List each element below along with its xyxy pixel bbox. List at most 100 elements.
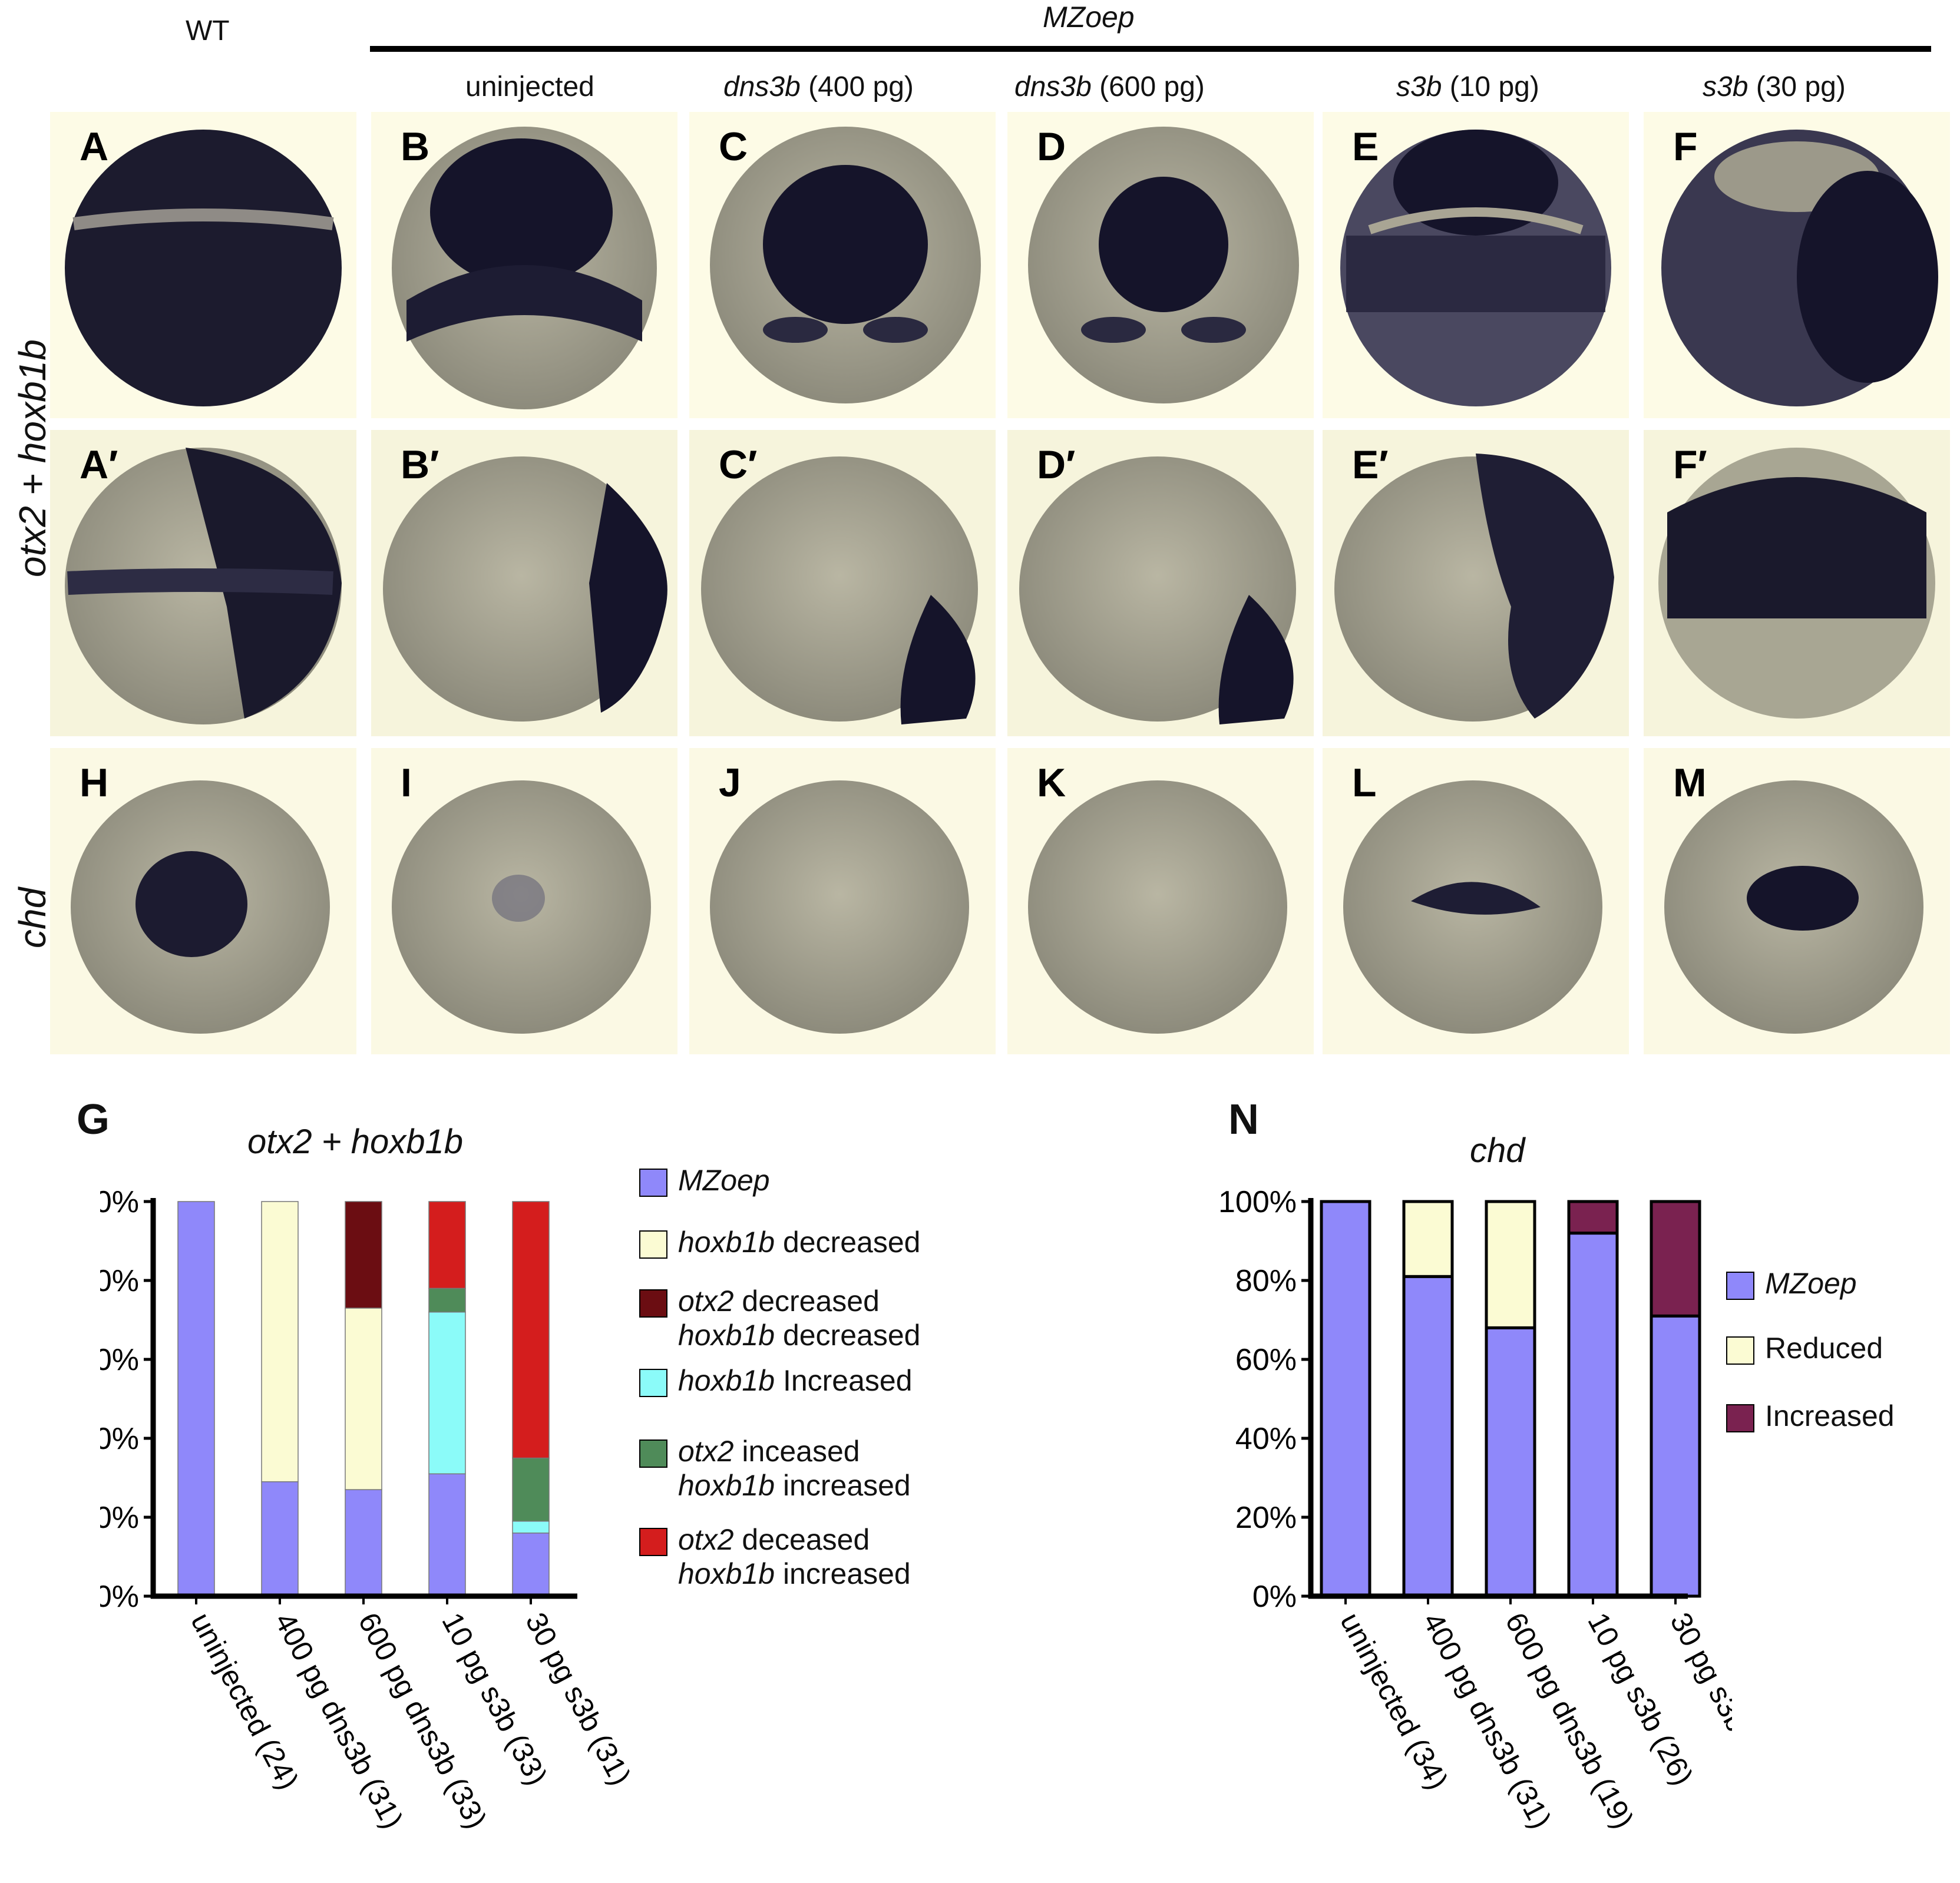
embryo-panel-row1-5: E <box>1323 112 1629 418</box>
embryo-image <box>1028 127 1299 403</box>
y-tick-label: 40% <box>100 1422 139 1456</box>
bar-segment <box>1320 1200 1371 1598</box>
bar-segment <box>345 1201 382 1309</box>
legend-label: Reduced <box>1765 1332 1883 1365</box>
panel-letter: I <box>401 760 412 805</box>
bar-segment <box>1485 1326 1536 1598</box>
bar-segment <box>428 1201 466 1289</box>
condition-header-5: s3b (30 pg) <box>1703 71 1846 102</box>
condition-header-3: dns3b (600 pg) <box>1014 71 1205 102</box>
panel-letter: L <box>1352 760 1377 805</box>
y-tick-label: 80% <box>100 1264 139 1298</box>
legend-item: hoxb1b Increased <box>639 1364 913 1398</box>
y-tick-label: 0% <box>1252 1580 1297 1614</box>
legend-swatch <box>639 1230 667 1259</box>
bar-segment <box>261 1481 299 1597</box>
legend-swatch <box>639 1289 667 1318</box>
embryo-image <box>1664 780 1923 1034</box>
panel-letter: B′ <box>401 442 439 487</box>
panel-letter: F′ <box>1673 442 1707 487</box>
embryo-image <box>1343 780 1602 1034</box>
bar-segment <box>428 1311 466 1475</box>
legend-item: hoxb1b decreased <box>639 1225 920 1259</box>
embryo-panel-row1-2: B <box>371 112 677 418</box>
y-tick-label: 100% <box>100 1185 139 1219</box>
embryo-panel-row2-5: E′ <box>1323 430 1629 736</box>
legend-item: MZoep <box>1726 1266 1857 1300</box>
y-tick-label: 20% <box>100 1501 139 1535</box>
bar-segment <box>512 1520 550 1534</box>
embryo-image <box>1661 130 1938 406</box>
embryo-panel-row3-5: L <box>1323 748 1629 1054</box>
y-tick-label: 60% <box>100 1343 139 1377</box>
y-tick-label: 100% <box>1218 1185 1297 1219</box>
legend-item: MZoep <box>639 1163 770 1197</box>
legend-swatch <box>639 1527 667 1556</box>
row-label-otx2-hoxb1b: otx2 + hoxb1b <box>11 339 54 577</box>
chart-g: 0%20%40%60%80%100%uninjected (24)400 pg … <box>100 1185 637 1834</box>
bar-segment <box>1402 1200 1454 1278</box>
group-bracket-line <box>370 46 1931 52</box>
chart-g-letter: G <box>77 1096 110 1143</box>
legend-label: otx2 deceased hoxb1b increased <box>678 1523 911 1590</box>
legend-label: hoxb1b decreased <box>678 1226 921 1259</box>
chart-n-letter: N <box>1228 1096 1259 1143</box>
embryo-image <box>392 127 657 409</box>
legend-label: Increased <box>1765 1399 1895 1432</box>
panel-letter: E <box>1352 124 1379 169</box>
embryo-image <box>1019 456 1296 724</box>
embryo-image <box>1334 454 1614 722</box>
y-tick-label: 60% <box>1235 1343 1297 1377</box>
wt-label: WT <box>186 15 230 47</box>
embryo-image <box>710 780 969 1034</box>
mzoep-group-header: MZoep <box>1043 0 1135 34</box>
embryo-image <box>701 456 978 724</box>
chart-n-title: chd <box>1470 1131 1525 1170</box>
panel-letter: J <box>719 760 741 805</box>
legend-label: otx2 decreased hoxb1b decreased <box>678 1285 921 1352</box>
panel-letter: F <box>1673 124 1698 169</box>
embryo-panel-row3-4: K <box>1007 748 1314 1054</box>
mzoep-label: MZoep <box>1043 1 1135 34</box>
embryo-image <box>1658 448 1935 719</box>
panel-letter: C <box>719 124 748 169</box>
panel-letter: D <box>1037 124 1066 169</box>
panel-letter: M <box>1673 760 1707 805</box>
chart-n: 0%20%40%60%80%100%uninjected (34)400 pg … <box>1218 1185 1732 1834</box>
embryo-panel-row1-3: C <box>689 112 996 418</box>
y-tick-label: 40% <box>1235 1422 1297 1456</box>
bar-segment <box>1567 1200 1619 1235</box>
embryo-panel-row3-6: M <box>1644 748 1950 1054</box>
bar-segment <box>1650 1200 1701 1318</box>
bar-segment <box>1402 1275 1454 1598</box>
bar-segment <box>512 1533 550 1597</box>
legend-swatch <box>1726 1336 1754 1365</box>
y-tick-label: 0% <box>100 1580 139 1614</box>
embryo-panel-row3-3: J <box>689 748 996 1054</box>
panel-letter: A′ <box>80 442 118 487</box>
legend-label: hoxb1b Increased <box>678 1364 913 1397</box>
bar-segment <box>428 1288 466 1313</box>
legend-swatch <box>639 1368 667 1397</box>
legend-label: MZoep <box>678 1164 770 1197</box>
row-label-chd: chd <box>11 887 54 948</box>
embryo-panel-row1-4: D <box>1007 112 1314 418</box>
embryo-panel-row2-2: B′ <box>371 430 677 736</box>
embryo-image <box>1028 780 1287 1034</box>
wt-header: WT <box>186 15 230 47</box>
embryo-image <box>71 780 330 1034</box>
embryo-panel-row2-3: C′ <box>689 430 996 736</box>
legend-swatch <box>639 1439 667 1468</box>
legend-item: Increased <box>1726 1399 1895 1433</box>
bar-segment <box>345 1489 382 1597</box>
bar-segment <box>1650 1314 1701 1598</box>
condition-header-4: s3b (10 pg) <box>1396 71 1539 102</box>
bar-segment <box>345 1308 382 1490</box>
embryo-image <box>65 130 342 406</box>
legend-swatch <box>1726 1404 1754 1432</box>
bar-segment <box>261 1201 299 1482</box>
panel-letter: B <box>401 124 430 169</box>
legend-swatch <box>1726 1271 1754 1300</box>
embryo-panel-row2-4: D′ <box>1007 430 1314 736</box>
bar-segment <box>1485 1200 1536 1329</box>
